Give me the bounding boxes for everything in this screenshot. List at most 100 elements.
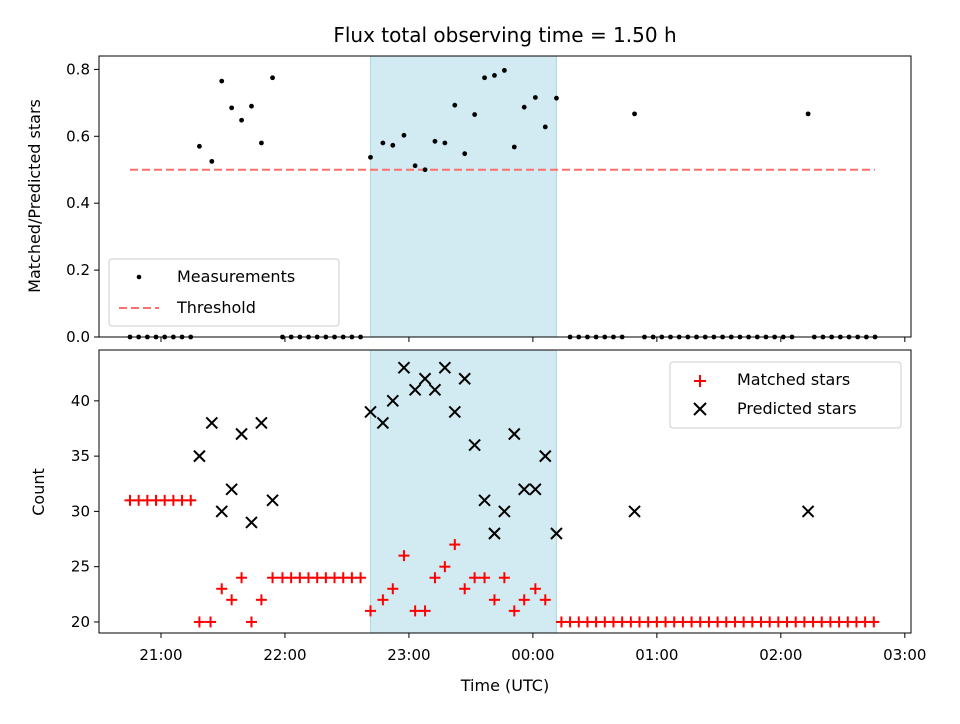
predicted-star-point <box>488 527 501 540</box>
matched-star-point <box>488 594 500 606</box>
matched-star-point <box>205 616 217 628</box>
top-ytick-label: 0.8 <box>66 60 90 78</box>
bottom-ytick-label: 25 <box>71 558 90 576</box>
chart-title: Flux total observing time = 1.50 h <box>333 23 676 47</box>
predicted-star-point <box>266 494 279 507</box>
predicted-star-point <box>235 427 248 441</box>
matched-star-point <box>245 616 257 628</box>
measurement-point <box>501 67 507 73</box>
top-axes-frame <box>98 55 912 338</box>
predicted-star-point <box>518 483 531 496</box>
matched-star-point <box>398 550 410 562</box>
bottom-xtick-label: 22:00 <box>263 646 306 664</box>
measurement-point <box>380 140 386 146</box>
bottom-ytick-label: 20 <box>71 613 90 631</box>
predicted-star-point <box>205 416 219 430</box>
predicted-star-point <box>408 383 422 397</box>
measurement-point <box>197 143 202 149</box>
matched-star-point <box>508 605 520 617</box>
measurement-point <box>401 132 407 138</box>
bottom-xtick-label: 01:00 <box>635 646 678 664</box>
measurement-point <box>432 138 438 144</box>
measurement-point <box>209 158 215 164</box>
bottom-xtick-label: 03:00 <box>883 646 926 664</box>
measurement-point <box>259 140 264 146</box>
top-ytick-label: 0.4 <box>66 194 90 212</box>
measurement-point <box>482 75 487 81</box>
legend-predicted-marker <box>693 402 707 416</box>
matched-star-point <box>459 583 471 595</box>
measurement-point <box>229 105 235 111</box>
matched-star-point <box>185 494 197 506</box>
measurement-point <box>390 142 396 148</box>
measurement-point <box>472 112 478 117</box>
legend-matched-label: Matched stars <box>737 370 850 389</box>
bottom-xlabel: Time (UTC) <box>460 676 549 695</box>
predicted-star-point <box>529 483 542 496</box>
matched-star-point <box>539 594 551 606</box>
measurement-point <box>412 163 418 169</box>
bottom-x-ticks: 21:00 22:00 23:00 00:00 01:00 02:00 03:00 <box>139 633 926 664</box>
bottom-ytick-label: 30 <box>71 502 90 520</box>
top-panel: 0.00.20.40.60.8 Matched/Predicted stars … <box>25 55 912 346</box>
measurement-point <box>492 73 497 78</box>
predicted-star-point <box>225 483 238 496</box>
matched-star-point <box>267 572 279 584</box>
predicted-star-point <box>193 449 206 463</box>
predicted-star-point <box>386 394 400 408</box>
measurement-point <box>805 111 811 117</box>
matched-star-point <box>449 539 461 551</box>
top-ytick-label: 0.2 <box>66 261 90 279</box>
bottom-legend: Matched stars Predicted stars <box>669 361 902 429</box>
bottom-ytick-label: 40 <box>71 392 90 410</box>
matched-star-point <box>255 594 267 606</box>
predicted-star-point <box>468 438 481 452</box>
predicted-star-point <box>428 383 442 397</box>
matched-star-point <box>364 605 376 617</box>
matched-star-point <box>868 616 880 628</box>
legend-measurements-marker <box>136 274 142 280</box>
measurement-point <box>542 124 548 130</box>
bottom-shaded-interval <box>369 349 557 634</box>
bottom-ylabel: Count <box>29 468 48 516</box>
predicted-star-point <box>539 449 552 463</box>
top-legend-box <box>108 258 340 327</box>
top-ylabel: Matched/Predicted stars <box>25 99 44 293</box>
legend-measurements-label: Measurements <box>177 267 295 286</box>
matched-star-point <box>193 616 205 628</box>
measurement-point <box>632 111 637 117</box>
measurement-point <box>462 151 468 157</box>
bottom-y-ticks: 20 25 30 35 40 <box>71 392 99 631</box>
measurement-point <box>521 104 527 110</box>
predicted-star-point <box>801 505 815 518</box>
measurement-point <box>452 102 458 108</box>
bottom-axes-frame <box>98 349 912 634</box>
legend-threshold-label: Threshold <box>176 298 256 317</box>
bottom-xtick-label: 00:00 <box>511 646 554 664</box>
bottom-xtick-label: 21:00 <box>139 646 182 664</box>
matched-star-point <box>429 572 441 584</box>
legend-predicted-label: Predicted stars <box>737 399 857 418</box>
top-y-ticks: 0.0 0.2 0.4 0.6 0.8 <box>66 60 99 346</box>
matched-star-point <box>529 583 541 595</box>
matched-star-point <box>216 583 228 595</box>
predicted-star-point <box>438 361 452 374</box>
predicted-star-point <box>418 372 432 385</box>
predicted-star-point <box>397 361 411 374</box>
measurement-point <box>422 167 428 173</box>
predicted-star-point <box>448 405 461 419</box>
matched-star-point <box>409 605 421 617</box>
measurement-point <box>219 78 225 84</box>
measurement-point <box>368 154 373 160</box>
top-legend: Measurements Threshold <box>108 258 340 327</box>
measurement-point <box>511 144 517 150</box>
matched-star-point <box>387 583 399 595</box>
matched-star-point <box>377 594 389 606</box>
predicted-star-point <box>550 527 563 540</box>
predicted-star-points <box>193 361 815 540</box>
bottom-xtick-label: 02:00 <box>759 646 802 664</box>
matched-star-points <box>124 494 880 628</box>
matched-star-point <box>419 605 431 617</box>
measurement-point <box>442 140 448 146</box>
